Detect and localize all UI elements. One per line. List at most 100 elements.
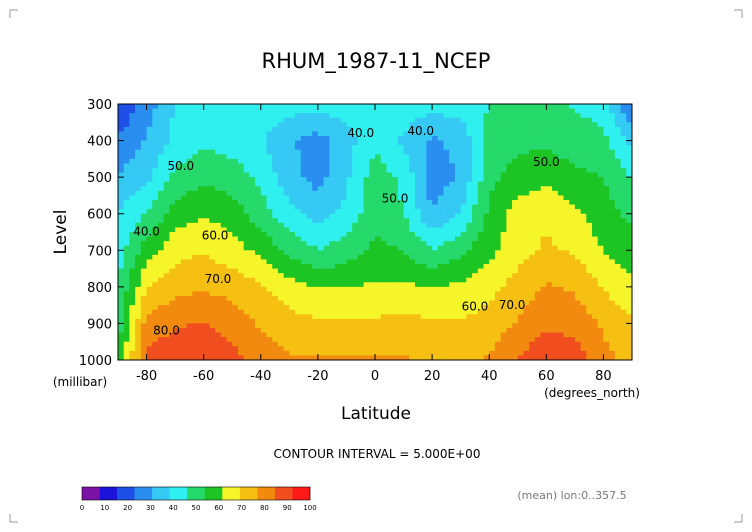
heatmap-cell (255, 323, 262, 329)
heatmap-cell (597, 140, 604, 146)
heatmap-cell (129, 300, 136, 306)
heatmap-cell (175, 113, 182, 119)
heatmap-cell (603, 282, 610, 288)
heatmap-cell (540, 259, 547, 265)
heatmap-cell (494, 268, 502, 274)
heatmap-cell (375, 341, 382, 347)
heatmap-cell (335, 172, 342, 178)
heatmap-cell (392, 273, 399, 279)
heatmap-cell (146, 337, 153, 343)
heatmap-cell (277, 108, 285, 114)
heatmap-cell (255, 232, 262, 237)
heatmap-cell (500, 140, 507, 146)
heatmap-cell (123, 291, 130, 297)
heatmap-cell (574, 332, 581, 338)
heatmap-cell (512, 158, 519, 164)
heatmap-cell (237, 346, 245, 352)
heatmap-cell (477, 337, 484, 343)
heatmap-cell (357, 268, 364, 274)
heatmap-cell (597, 195, 604, 201)
heatmap-cell (118, 305, 125, 311)
heatmap-cell (534, 149, 542, 155)
heatmap-cell (289, 172, 296, 178)
heatmap-cell (203, 122, 210, 128)
heatmap-cell (226, 222, 233, 228)
heatmap-cell (329, 318, 336, 324)
heatmap-cell (249, 131, 256, 137)
heatmap-cell (626, 236, 633, 242)
heatmap-cell (118, 200, 125, 205)
heatmap-cell (432, 213, 439, 219)
heatmap-cell (375, 314, 382, 320)
heatmap-cell (512, 227, 519, 233)
heatmap-cell (420, 296, 427, 301)
heatmap-cell (563, 140, 570, 146)
heatmap-cell (352, 328, 359, 333)
heatmap-cell (563, 227, 570, 233)
heatmap-cell (180, 172, 187, 178)
heatmap-cell (272, 314, 279, 320)
heatmap-cell (129, 346, 136, 352)
heatmap-cell (375, 323, 382, 329)
heatmap-cell (289, 236, 296, 242)
heatmap-cell (140, 222, 147, 228)
heatmap-cell (609, 245, 616, 251)
heatmap-cell (397, 245, 404, 251)
heatmap-cell (329, 341, 336, 347)
heatmap-cell (546, 177, 553, 183)
heatmap-cell (534, 113, 542, 119)
heatmap-cell (563, 254, 570, 260)
heatmap-cell (249, 136, 256, 141)
heatmap-cell (397, 136, 404, 141)
heatmap-cell (552, 113, 559, 119)
heatmap-cell (249, 286, 256, 292)
heatmap-cell (592, 195, 599, 201)
heatmap-cell (346, 140, 353, 146)
heatmap-cell (546, 250, 553, 256)
heatmap-cell (397, 268, 404, 274)
heatmap-cell (180, 140, 187, 146)
heatmap-cell (529, 131, 536, 137)
heatmap-cell (626, 204, 633, 210)
heatmap-cell (437, 177, 444, 183)
heatmap-cell (472, 264, 479, 269)
heatmap-cell (323, 218, 330, 224)
heatmap-cell (409, 259, 416, 265)
heatmap-cell (614, 200, 621, 205)
heatmap-cell (466, 346, 473, 352)
heatmap-cell (340, 250, 347, 256)
heatmap-cell (432, 309, 439, 315)
heatmap-cell (157, 250, 165, 256)
heatmap-cell (403, 350, 410, 356)
heatmap-cell (357, 227, 364, 233)
heatmap-cell (346, 346, 353, 352)
heatmap-cell (574, 200, 581, 205)
heatmap-cell (363, 145, 370, 151)
heatmap-cell (483, 259, 490, 265)
heatmap-cell (215, 250, 222, 256)
heatmap-cell (300, 145, 307, 151)
heatmap-cell (472, 254, 479, 260)
heatmap-cell (226, 296, 233, 301)
heatmap-cell (614, 328, 621, 333)
heatmap-cell (392, 190, 399, 196)
heatmap-cell (500, 259, 507, 265)
heatmap-cell (317, 355, 324, 361)
heatmap-cell (460, 350, 467, 356)
heatmap-cell (614, 332, 621, 338)
heatmap-cell (118, 172, 125, 178)
heatmap-cell (437, 309, 444, 315)
heatmap-cell (626, 318, 633, 324)
heatmap-cell (369, 309, 376, 315)
heatmap-cell (626, 177, 633, 183)
heatmap-cell (603, 328, 610, 333)
heatmap-cell (466, 177, 473, 183)
heatmap-cell (420, 122, 427, 128)
heatmap-cell (352, 117, 359, 123)
heatmap-cell (552, 213, 559, 219)
heatmap-cell (512, 122, 519, 128)
heatmap-cell (180, 232, 187, 237)
heatmap-cell (323, 222, 330, 228)
heatmap-cell (249, 264, 256, 269)
heatmap-cell (289, 337, 296, 343)
